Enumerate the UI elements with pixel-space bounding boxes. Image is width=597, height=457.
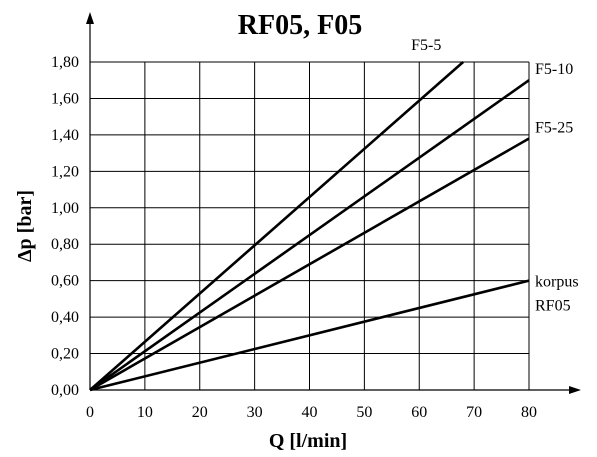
y-axis-arrow xyxy=(86,12,94,24)
y-tick-label: 1,80 xyxy=(51,54,79,71)
x-tick-label: 0 xyxy=(86,404,94,421)
y-tick-label: 1,20 xyxy=(51,163,79,180)
x-axis-label: Q [l/min] xyxy=(269,430,347,452)
x-tick-labels: 0 10 20 30 40 50 60 70 80 xyxy=(86,404,537,421)
series-line xyxy=(89,61,465,391)
series-line xyxy=(89,279,530,392)
x-tick-label: 70 xyxy=(466,404,482,421)
series-label: F5-25 xyxy=(535,120,573,137)
x-tick-label: 30 xyxy=(247,404,263,421)
x-tick-label: 20 xyxy=(192,404,208,421)
chart-title: RF05, F05 xyxy=(238,10,362,41)
x-tick-label: 50 xyxy=(356,404,372,421)
series-label: F5-10 xyxy=(535,61,573,78)
axes xyxy=(86,12,581,394)
y-tick-label: 0,00 xyxy=(51,382,79,399)
y-tick-labels: 0,00 0,20 0,40 0,60 0,80 1,00 1,20 1,40 1,60 1,80 xyxy=(51,54,79,399)
x-axis-arrow xyxy=(569,386,581,394)
series-lines xyxy=(89,61,530,392)
y-axis-label: Δp [bar] xyxy=(14,190,36,262)
series-label: korpus RF05 xyxy=(535,274,579,315)
y-tick-label: 1,00 xyxy=(51,200,79,217)
series-line xyxy=(89,137,530,392)
y-tick-label: 0,60 xyxy=(51,273,79,290)
series-line xyxy=(89,79,530,392)
y-tick-label: 0,80 xyxy=(51,236,79,253)
x-tick-label: 40 xyxy=(302,404,318,421)
y-tick-label: 0,40 xyxy=(51,309,79,326)
y-tick-label: 1,60 xyxy=(51,90,79,107)
grid xyxy=(90,61,530,390)
series-labels: F5-5 F5-10 F5-25 korpus RF05 xyxy=(411,37,578,315)
x-tick-label: 10 xyxy=(137,404,153,421)
y-tick-label: 0,20 xyxy=(51,346,79,363)
x-tick-label: 60 xyxy=(411,404,427,421)
x-tick-label: 80 xyxy=(521,404,537,421)
y-tick-label: 1,40 xyxy=(51,127,79,144)
series-label: F5-5 xyxy=(411,37,441,54)
